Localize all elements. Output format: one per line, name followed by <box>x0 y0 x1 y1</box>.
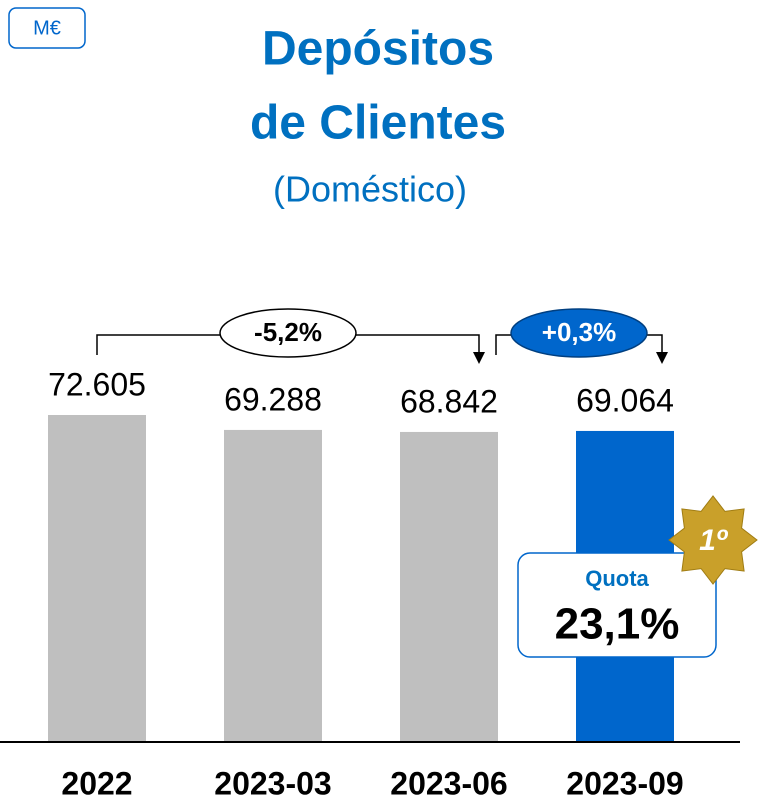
x-tick-label: 2023-03 <box>214 765 331 801</box>
annotation-bubble <box>219 308 357 358</box>
value-label: 69.064 <box>576 382 674 418</box>
callout-box <box>517 552 717 658</box>
badge <box>668 495 758 585</box>
callout-label: Quota <box>585 566 649 591</box>
bar <box>224 429 322 742</box>
badge-label: 1º <box>699 524 729 557</box>
arrow-head <box>656 352 668 364</box>
unit-label: M€ <box>33 17 61 39</box>
chart-subtitle: (Doméstico) <box>273 169 467 210</box>
x-tick-label: 2023-06 <box>390 765 507 801</box>
annotation-bubble <box>510 308 648 358</box>
chart-title: Depósitos <box>262 23 494 76</box>
chart-title: de Clientes <box>250 97 506 150</box>
unit-box <box>8 7 86 49</box>
bar <box>400 431 498 742</box>
bar <box>48 415 146 742</box>
value-label: 68.842 <box>400 383 498 419</box>
x-tick-label: 2022 <box>61 765 132 801</box>
callout-value: 23,1% <box>555 600 680 649</box>
value-label: 72.605 <box>48 366 146 402</box>
arrow-head <box>473 352 485 364</box>
x-tick-label: 2023-09 <box>566 765 683 801</box>
annotation-label: +0,3% <box>542 317 616 347</box>
value-label: 69.288 <box>224 381 322 417</box>
annotation-label: -5,2% <box>254 317 322 347</box>
